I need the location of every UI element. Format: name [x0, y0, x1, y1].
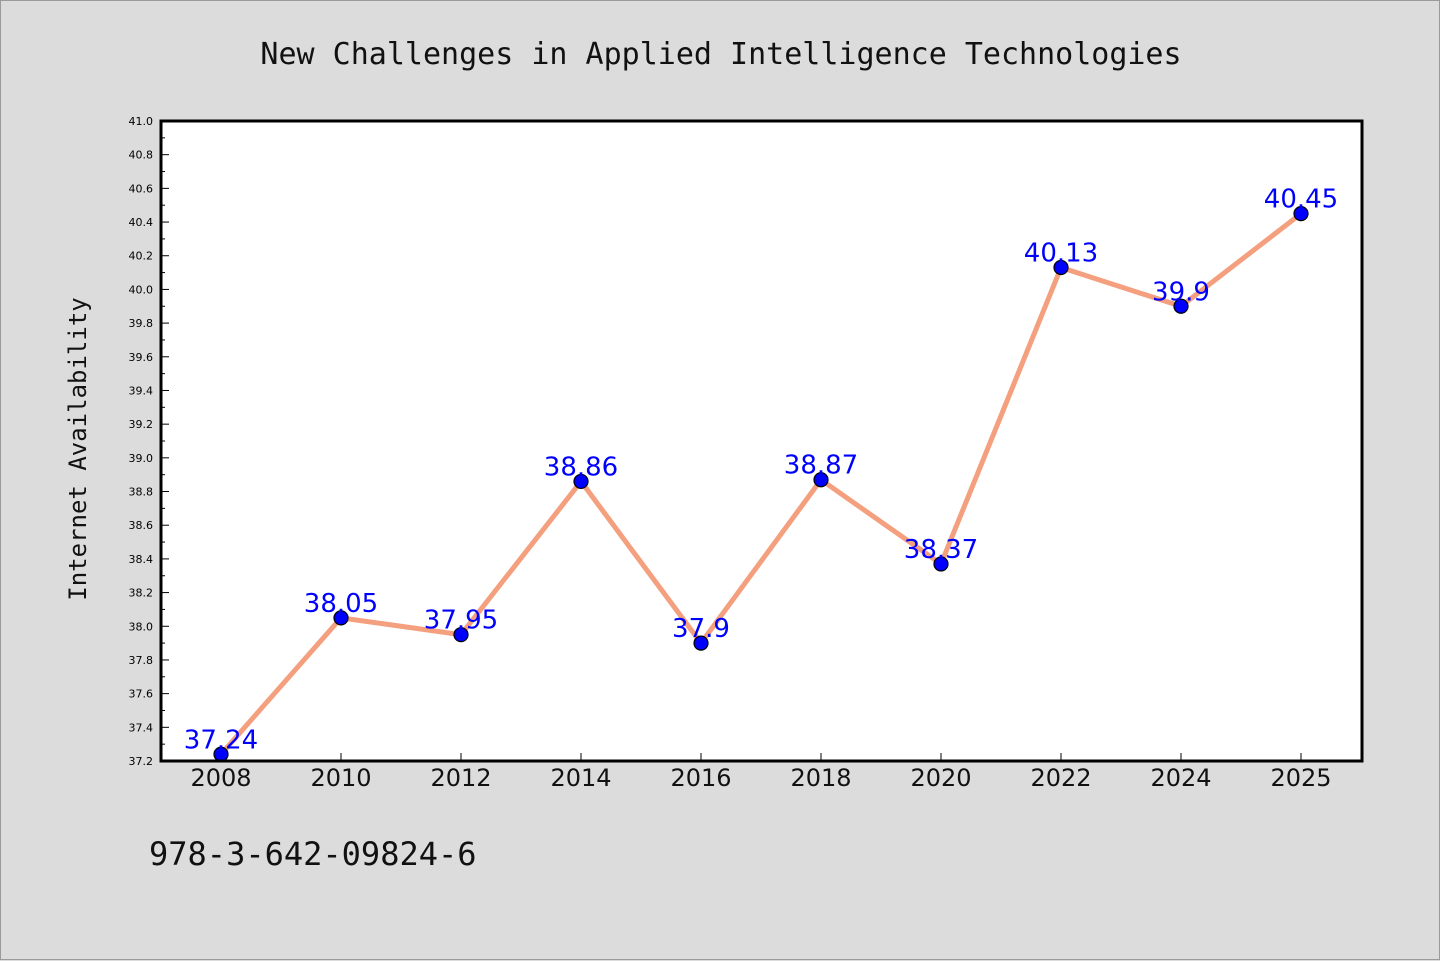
plot-area — [161, 121, 1362, 761]
y-tick-label: 39.2 — [129, 418, 154, 431]
data-label: 38.37 — [904, 535, 978, 565]
y-tick-label: 38.6 — [129, 519, 154, 532]
y-tick-label: 38.4 — [129, 553, 154, 566]
x-tick-label: 2020 — [910, 764, 971, 792]
y-tick-label: 40.2 — [129, 250, 154, 263]
y-tick-label: 37.2 — [129, 755, 154, 768]
y-tick-label: 41.0 — [129, 115, 154, 128]
y-tick-label: 40.8 — [129, 149, 154, 162]
y-tick-label: 39.6 — [129, 351, 154, 364]
data-label: 37.95 — [424, 606, 498, 636]
data-label: 38.05 — [304, 589, 378, 619]
y-tick-label: 40.4 — [129, 216, 154, 229]
y-axis-ticks: 37.2 37.4 37.6 37.8 38.0 38.2 38.4 38.6 38.8 39.0… — [129, 115, 169, 768]
y-axis-label: Internet Availability — [64, 297, 92, 600]
x-tick-label: 2024 — [1150, 764, 1211, 792]
y-tick-label: 38.0 — [129, 620, 154, 633]
data-label: 37.9 — [672, 614, 730, 644]
data-label: 39.9 — [1152, 277, 1210, 307]
data-label: 38.86 — [544, 452, 618, 482]
data-label: 38.87 — [784, 451, 858, 481]
isbn-text: 978-3-642-09824-6 — [149, 835, 477, 873]
y-tick-label: 39.0 — [129, 452, 154, 465]
series-line — [218, 211, 1304, 757]
y-tick-label: 37.4 — [129, 721, 154, 734]
x-tick-label: 2022 — [1030, 764, 1091, 792]
data-point-marker — [813, 472, 829, 488]
data-point-marker — [333, 610, 349, 626]
y-tick-label: 38.2 — [129, 587, 154, 600]
series-group — [213, 206, 1309, 762]
data-labels: 37.24 38.05 37.95 38.86 37.9 38.87 38.37 40.13 3… — [184, 185, 1338, 756]
x-tick-label: 2018 — [790, 764, 851, 792]
x-tick-label: 2016 — [670, 764, 731, 792]
data-label: 40.45 — [1264, 185, 1338, 215]
y-tick-label: 38.8 — [129, 486, 154, 499]
x-tick-label: 2014 — [550, 764, 611, 792]
x-axis-ticks: 2008 2010 2012 2014 2016 2018 2020 2022 2024 2025 — [190, 753, 1332, 792]
y-tick-label: 40.0 — [129, 283, 154, 296]
plot-border — [159, 119, 1364, 763]
x-tick-label: 2025 — [1270, 764, 1331, 792]
data-point-marker — [1293, 206, 1309, 222]
x-tick-label: 2012 — [430, 764, 491, 792]
x-tick-label: 2010 — [310, 764, 371, 792]
data-label: 40.13 — [1024, 239, 1098, 269]
data-label: 37.24 — [184, 725, 258, 755]
x-tick-label: 2008 — [190, 764, 251, 792]
data-point-marker — [1053, 259, 1069, 276]
y-tick-label: 40.6 — [129, 182, 154, 195]
data-point-marker — [573, 473, 589, 490]
data-point-marker — [933, 556, 949, 572]
y-tick-label: 39.8 — [129, 317, 154, 330]
chart-title: New Challenges in Applied Intelligence T… — [260, 37, 1181, 72]
y-tick-label: 37.6 — [129, 688, 154, 701]
data-point-marker — [1173, 298, 1189, 314]
y-tick-label: 37.8 — [129, 654, 154, 667]
data-point-marker — [693, 635, 709, 651]
y-tick-label: 39.4 — [129, 384, 154, 397]
data-point-marker — [453, 627, 469, 643]
